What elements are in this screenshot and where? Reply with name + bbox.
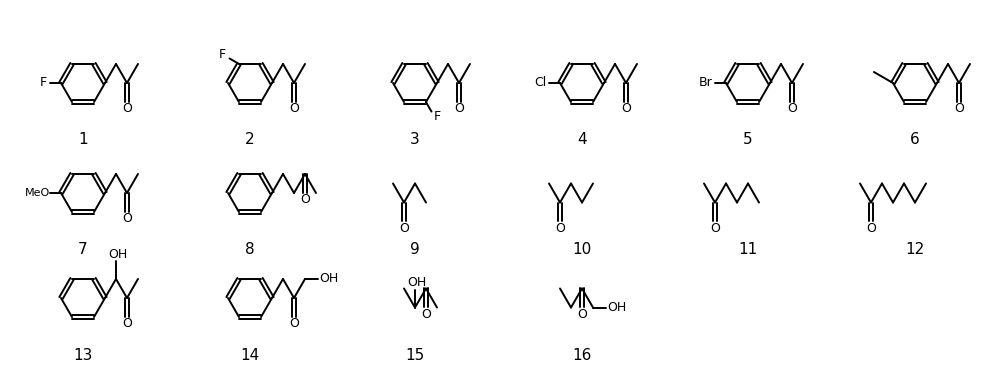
Text: 14: 14 (240, 348, 260, 364)
Text: 9: 9 (410, 242, 420, 258)
Text: O: O (122, 212, 132, 225)
Text: O: O (555, 222, 565, 235)
Text: O: O (577, 308, 587, 320)
Text: O: O (621, 102, 631, 115)
Text: 5: 5 (743, 132, 753, 147)
Text: O: O (300, 193, 310, 206)
Text: 2: 2 (245, 132, 255, 147)
Text: O: O (954, 102, 964, 115)
Text: 10: 10 (572, 242, 592, 258)
Text: 12: 12 (905, 242, 925, 258)
Text: Br: Br (699, 76, 713, 90)
Text: O: O (399, 222, 409, 235)
Text: 6: 6 (910, 132, 920, 147)
Text: O: O (122, 317, 132, 330)
Text: 15: 15 (405, 348, 425, 364)
Text: O: O (421, 308, 431, 320)
Text: O: O (710, 222, 720, 235)
Text: OH: OH (407, 276, 427, 289)
Text: O: O (866, 222, 876, 235)
Text: 4: 4 (577, 132, 587, 147)
Text: 3: 3 (410, 132, 420, 147)
Text: OH: OH (320, 272, 339, 286)
Text: OH: OH (608, 301, 627, 314)
Text: 16: 16 (572, 348, 592, 364)
Text: 8: 8 (245, 242, 255, 258)
Text: O: O (289, 102, 299, 115)
Text: 7: 7 (78, 242, 88, 258)
Text: F: F (39, 76, 47, 90)
Text: F: F (219, 48, 226, 61)
Text: 11: 11 (738, 242, 758, 258)
Text: F: F (434, 110, 441, 123)
Text: O: O (122, 102, 132, 115)
Text: Cl: Cl (534, 76, 546, 90)
Text: 1: 1 (78, 132, 88, 147)
Text: 13: 13 (73, 348, 93, 364)
Text: MeO: MeO (24, 188, 50, 198)
Text: O: O (454, 102, 464, 115)
Text: O: O (787, 102, 797, 115)
Text: O: O (289, 317, 299, 330)
Text: OH: OH (108, 248, 128, 261)
